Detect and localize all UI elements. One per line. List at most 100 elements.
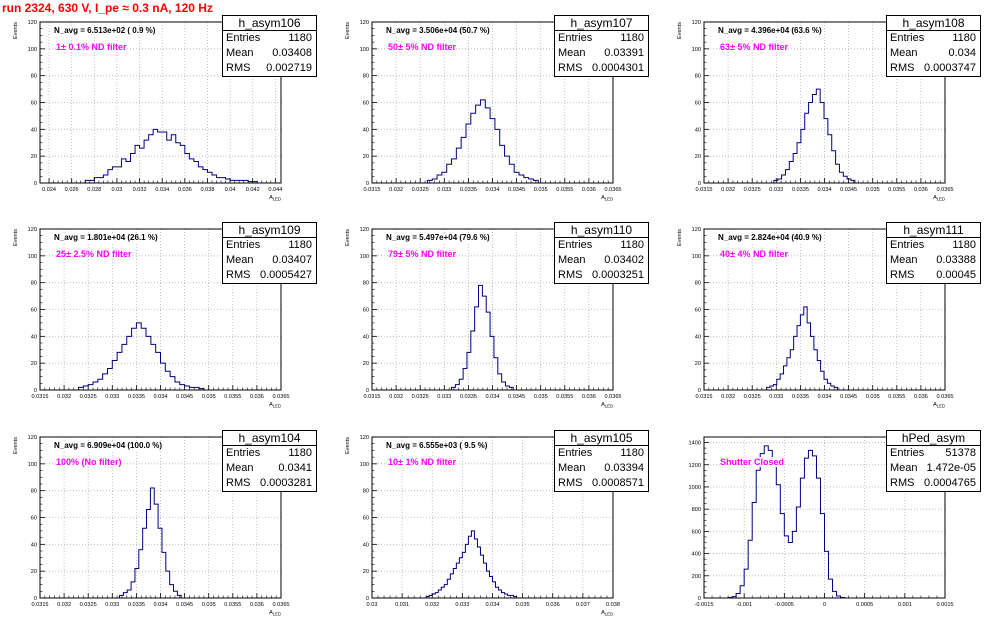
x-tick-label: 0.044 [268, 187, 282, 193]
x-tick-label: 0.036 [250, 394, 264, 400]
stat-box: hPed_asym Entries 51378 Mean 1.472e-05 RMS 0.0… [886, 430, 981, 492]
x-tick-label: 0.0365 [936, 187, 953, 193]
stat-row-rms: RMS 0.0004765 [887, 476, 980, 491]
histogram-series-hPed_asym [727, 445, 846, 599]
x-tick-label: 0.0365 [936, 394, 953, 400]
histogram-name: h_asym110 [555, 223, 648, 238]
stat-row-entries: Entries 1180 [887, 238, 980, 253]
filter-label: 10± 1% ND filter [388, 457, 456, 467]
x-tick-label: 0.033 [105, 602, 119, 608]
histogram-series-h_asym105 [425, 530, 518, 598]
stat-box: h_asym107 Entries 1180 Mean 0.03391 RMS 0.0004… [554, 15, 649, 77]
stat-label: Entries [226, 32, 261, 44]
x-tick-label: 0.0365 [604, 394, 621, 400]
y-tick-label: 120 [360, 20, 369, 26]
x-tick-label: 0.038 [606, 602, 620, 608]
y-tick-label: 120 [28, 227, 37, 233]
histogram-name: h_asym105 [555, 431, 648, 446]
x-tick-label: 0.0005 [856, 602, 873, 608]
x-tick-label: 0.033 [437, 187, 451, 193]
x-tick-label: 0.024 [42, 187, 56, 193]
y-tick-label: 40 [31, 542, 37, 548]
stat-row-mean: Mean 0.03394 [555, 461, 648, 476]
x-tick-label: 0.04 [225, 187, 236, 193]
y-tick-label: 60 [363, 101, 369, 107]
stat-label: Mean [226, 254, 254, 266]
x-axis-title: ALED [601, 610, 613, 617]
x-tick-label: 0.0315 [31, 394, 48, 400]
stat-value: 1180 [288, 32, 312, 44]
x-tick-label: 0.0015 [936, 602, 953, 608]
histogram-svg: 0.0315 0.032 0.0325 0.033 0.0335 0.034 0.0345 0… [13, 435, 290, 617]
stat-value: 0.03391 [604, 47, 644, 59]
y-tick-label: 20 [695, 154, 701, 160]
stat-row-entries: Entries 1180 [555, 31, 648, 46]
histogram-series-h_asym104 [119, 487, 182, 598]
stat-value: 0.002719 [266, 62, 312, 74]
y-tick-label: 120 [360, 435, 369, 441]
y-tick-label: 100 [692, 47, 701, 53]
stat-label: Entries [890, 239, 925, 251]
histogram-series-h_asym108 [773, 88, 856, 183]
y-axis-title: Events [677, 229, 683, 246]
navg-label: N_avg = 6.513e+02 ( 0.9 %) [54, 26, 156, 35]
histogram-svg: 0.0315 0.032 0.0325 0.033 0.0335 0.034 0.0345 0… [345, 20, 622, 202]
x-axis-title: ALED [933, 195, 945, 202]
y-tick-label: 40 [31, 334, 37, 340]
stat-box: h_asym110 Entries 1180 Mean 0.03402 RMS 0.0003… [554, 222, 649, 284]
y-tick-label: 40 [695, 334, 701, 340]
histogram-name: hPed_asym [887, 431, 980, 446]
stat-row-mean: Mean 0.03388 [887, 253, 980, 268]
stat-row-rms: RMS 0.0003251 [555, 268, 648, 283]
stat-value: 1180 [620, 239, 644, 251]
x-tick-label: 0.034 [154, 602, 168, 608]
stat-row-rms: RMS 0.00045 [887, 268, 980, 283]
y-tick-label: 100 [28, 462, 37, 468]
y-tick-label: 60 [31, 516, 37, 522]
x-tick-label: 0.0335 [792, 187, 809, 193]
y-tick-label: 200 [692, 574, 701, 580]
y-tick-label: 80 [695, 74, 701, 80]
stat-label: Mean [558, 254, 586, 266]
stat-row-mean: Mean 0.03408 [223, 46, 316, 61]
x-tick-label: 0.032 [425, 602, 439, 608]
x-tick-label: 0.034 [486, 187, 500, 193]
stat-value: 0.03402 [604, 254, 644, 266]
y-tick-label: 0 [366, 388, 369, 394]
x-tick-label: 0.032 [389, 394, 403, 400]
navg-label: N_avg = 5.497e+04 (79.6 %) [386, 233, 490, 242]
x-tick-label: 0.0315 [695, 394, 712, 400]
histogram-pad-hPed_asym: -0.0015 -0.001 -0.0005 0 0.0005 0.001 0.0015 0 2… [664, 415, 996, 622]
x-tick-label: 0.035 [866, 187, 880, 193]
x-tick-label: -0.0015 [695, 602, 714, 608]
y-tick-label: 0 [698, 388, 701, 394]
y-tick-label: 20 [363, 361, 369, 367]
y-tick-label: 20 [363, 154, 369, 160]
histogram-pad-h_asym106: 0.024 0.026 0.028 0.03 0.032 0.034 0.036 0.038 0… [0, 0, 332, 207]
histogram-pad-h_asym109: 0.0315 0.032 0.0325 0.033 0.0335 0.034 0.0345 0… [0, 207, 332, 414]
x-tick-label: 0.0345 [176, 394, 193, 400]
stat-row-mean: Mean 0.03402 [555, 253, 648, 268]
x-axis-title: ALED [601, 195, 613, 202]
stat-value: 51378 [945, 447, 976, 459]
x-tick-label: 0.035 [534, 394, 548, 400]
stat-row-rms: RMS 0.0008571 [555, 476, 648, 491]
histogram-series-h_asym106 [84, 128, 258, 183]
stat-row-entries: Entries 1180 [887, 31, 980, 46]
stat-label: Entries [558, 447, 593, 459]
stat-row-mean: Mean 1.472e-05 [887, 461, 980, 476]
x-tick-label: 0.031 [395, 602, 409, 608]
x-tick-label: 0.036 [914, 394, 928, 400]
y-axis-title: Events [345, 229, 351, 246]
x-tick-label: 0.0325 [80, 602, 97, 608]
x-tick-label: 0.0365 [604, 187, 621, 193]
histogram-svg: 0.0315 0.032 0.0325 0.033 0.0335 0.034 0.0345 0… [13, 227, 290, 409]
x-tick-label: 0.0345 [508, 187, 525, 193]
x-tick-label: 0.0355 [888, 394, 905, 400]
y-tick-label: 0 [34, 596, 37, 602]
histogram-name: h_asym109 [223, 223, 316, 238]
x-tick-label: 0.038 [200, 187, 214, 193]
stat-label: RMS [558, 62, 583, 74]
histogram-svg: 0.0315 0.032 0.0325 0.033 0.0335 0.034 0.0345 0… [677, 227, 954, 409]
y-tick-label: 80 [31, 74, 37, 80]
